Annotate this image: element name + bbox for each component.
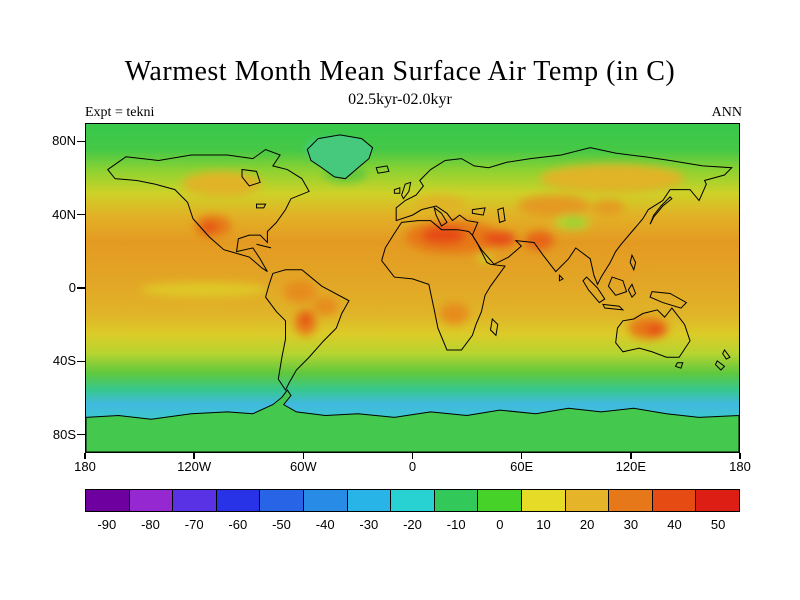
temperature-anomaly-blobs (140, 140, 685, 340)
africa-outline (382, 221, 505, 350)
colorbar-segment (391, 490, 435, 511)
tasmania-outline (676, 363, 683, 368)
season-label: ANN (711, 105, 742, 120)
great-lakes-outline (257, 204, 266, 208)
colorbar-tick-label: -50 (272, 517, 291, 532)
lon-tick-mark (193, 453, 195, 459)
philippines-outline (630, 255, 635, 270)
lon-tick-label: 180 (729, 459, 751, 474)
lon-tick-label: 180 (74, 459, 96, 474)
cuba-outline (257, 244, 272, 248)
lat-tick-mark (77, 360, 85, 363)
experiment-label: Expt = tekni (85, 105, 155, 120)
caspian-sea-outline (498, 208, 505, 223)
south-america-outline (266, 270, 349, 390)
lat-tick-label: 80N (52, 133, 76, 149)
lat-tick-mark (77, 433, 85, 436)
lat-tick-mark (77, 140, 85, 143)
lat-tick-label: 0 (68, 280, 76, 295)
colorbar-segment (652, 490, 697, 511)
colorbar-segment (696, 490, 739, 511)
borneo-outline (608, 277, 626, 295)
colorbar-segment (86, 490, 130, 511)
colorbar-segment (129, 490, 174, 511)
colorbar-segment (303, 490, 348, 511)
lon-tick-mark (520, 453, 523, 459)
colorbar-segment (565, 490, 610, 511)
italy-outline (434, 208, 447, 226)
north-america-outline (108, 150, 309, 272)
lat-tick-label: 80S (52, 426, 76, 442)
lon-tick-mark (302, 453, 305, 459)
colorbar-tick-label: -30 (359, 517, 379, 532)
new-guinea-outline (650, 292, 686, 308)
colorbar-tick-label: 10 (536, 517, 551, 532)
lon-tick-label: 120W (177, 459, 212, 474)
lon-tick-label: 60E (510, 459, 534, 474)
britain-outline (402, 182, 411, 198)
lon-tick-mark (411, 453, 414, 459)
world-temperature-map (86, 124, 739, 452)
lon-tick-mark (630, 453, 632, 459)
java-outline (603, 304, 623, 309)
sri-lanka-outline (559, 275, 563, 280)
coastlines (86, 135, 739, 452)
colorbar-segment (434, 490, 479, 511)
colorbar-segment (173, 490, 217, 511)
colorbar-segment (260, 490, 304, 511)
lat-tick-mark (77, 213, 85, 216)
chart-title: Warmest Month Mean Surface Air Temp (in … (124, 56, 676, 87)
madagascar-outline (490, 319, 497, 335)
australia-outline (616, 308, 690, 357)
lat-tick-mark (77, 287, 85, 289)
colorbar-tick-label: -70 (184, 517, 204, 532)
colorbar-tick-label: 40 (667, 517, 682, 532)
colorbar-tick-label: 50 (710, 517, 726, 532)
colorbar-tick-label: 30 (623, 517, 639, 532)
lon-tick-label: 60W (289, 459, 317, 474)
iceland-outline (376, 166, 389, 173)
antarctica-outline (86, 390, 739, 452)
map-frame (85, 123, 740, 453)
lat-tick-label: 40S (52, 353, 76, 369)
japan-outline (650, 197, 672, 224)
colorbar-tick-label: 20 (579, 517, 595, 532)
lon-tick-label: 0 (408, 459, 417, 474)
colorbar-tick-label: -40 (315, 517, 335, 532)
colorbar-tick-label: 0 (496, 517, 504, 532)
lon-tick-mark (84, 453, 86, 459)
sumatra-outline (583, 277, 605, 303)
black-sea-outline (472, 208, 485, 215)
colorbar-tick-label: -90 (97, 517, 117, 532)
colorbar-segment (347, 490, 392, 511)
sulawesi-outline (628, 284, 635, 297)
chart-subtitle: 02.5kyr-02.0kyr (348, 91, 452, 108)
colorbar-segment (478, 490, 522, 511)
new-zealand-south-outline (715, 361, 724, 370)
colorbar (85, 489, 740, 512)
lon-tick-label: 120E (615, 459, 647, 474)
greenland-outline (307, 135, 372, 179)
hudson-bay-outline (242, 170, 260, 186)
colorbar-segment (216, 490, 261, 511)
colorbar-tick-label: -20 (403, 517, 422, 532)
colorbar-tick-label: -10 (446, 517, 466, 532)
ireland-outline (394, 188, 399, 193)
lat-tick-label: 40N (52, 206, 76, 222)
colorbar-segment (521, 490, 566, 511)
lon-tick-mark (739, 453, 741, 459)
new-zealand-north-outline (723, 350, 730, 359)
colorbar-tick-label: -80 (141, 517, 160, 532)
colorbar-segment (609, 490, 653, 511)
colorbar-tick-label: -60 (228, 517, 248, 532)
